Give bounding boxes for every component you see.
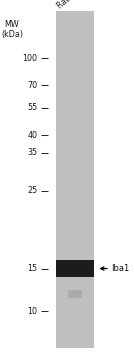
Text: 35: 35 (27, 148, 38, 158)
Text: MW
(kDa): MW (kDa) (1, 20, 23, 39)
Bar (68, 290, 82, 298)
Text: Iba1: Iba1 (111, 264, 129, 273)
Text: 70: 70 (27, 81, 38, 90)
Text: 10: 10 (27, 307, 38, 316)
Text: 25: 25 (27, 186, 38, 196)
Bar (56, 260, 94, 277)
Text: 15: 15 (27, 264, 38, 273)
Text: 40: 40 (27, 131, 38, 140)
Text: 55: 55 (27, 103, 38, 112)
Text: 100: 100 (23, 53, 38, 63)
Text: Rat liver: Rat liver (56, 0, 87, 10)
Bar (56, 11, 94, 348)
